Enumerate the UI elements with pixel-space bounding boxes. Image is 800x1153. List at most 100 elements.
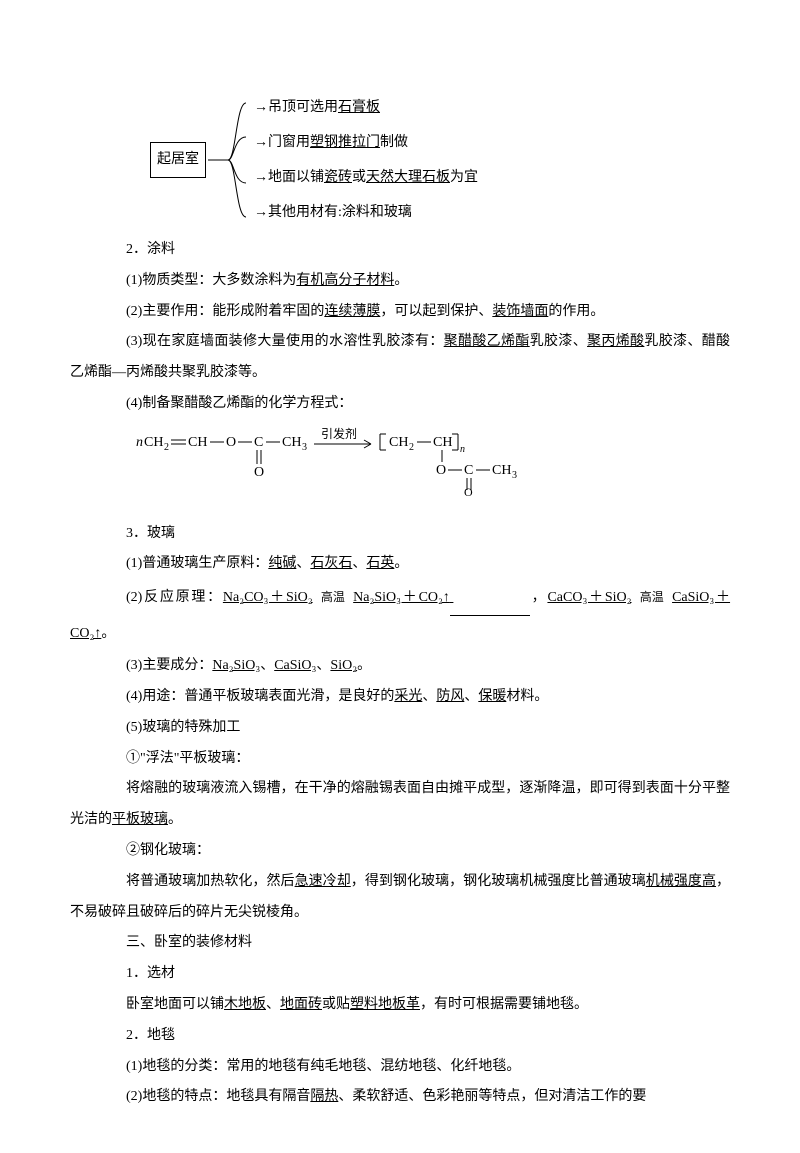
- text: ，: [530, 590, 548, 605]
- reaction-line: (2)反应原理：Na₂CO₃＋SiO₂ 高温 Na₂SiO₃＋CO₂↑ ，CaC…: [70, 580, 730, 651]
- section3-title: 3．玻璃: [98, 519, 730, 550]
- eq-sub: 3: [302, 442, 307, 453]
- underline-text: 连续薄膜: [324, 304, 380, 319]
- text: 、柔软舒适、色彩艳丽等特点，但对清洁工作的要: [338, 1089, 646, 1104]
- para: (2)地毯的特点：地毯具有隔音隔热、柔软舒适、色彩艳丽等特点，但对清洁工作的要: [98, 1082, 730, 1113]
- condition-label: 高温: [321, 590, 345, 604]
- text: (2)主要作用：能形成附着牢固的: [126, 304, 324, 319]
- chemical-equation: n CH 2 CH O C CH 3 O 引发剂 CH 2 CH n O C C…: [126, 426, 606, 496]
- para: (3)现在家庭墙面装修大量使用的水溶性乳胶漆有：聚醋酸乙烯酯乳胶漆、聚丙烯酸乳胶…: [70, 327, 730, 389]
- text: 。: [168, 812, 182, 827]
- text: 。: [357, 658, 371, 673]
- underline-text: 塑钢推拉门: [310, 135, 380, 150]
- underline-text: 急速冷却: [295, 874, 351, 889]
- underline-text: 木地板: [224, 997, 266, 1012]
- text: →地面以铺: [254, 170, 324, 185]
- eq-text: CH: [282, 435, 301, 450]
- bracket-diagram: 起居室 →吊顶可选用石膏板 →门窗用塑钢推拉门制做 →地面以铺瓷砖或天然大理石板…: [150, 95, 730, 225]
- underline-text: 塑料地板革: [350, 997, 420, 1012]
- text: →门窗用: [254, 135, 310, 150]
- condition-label: 高温: [640, 590, 664, 604]
- underline-text: 机械强度高: [646, 874, 716, 889]
- eq-text: CH: [188, 435, 207, 450]
- condition: 高温: [321, 580, 345, 615]
- text: 、: [352, 556, 366, 571]
- subheading: 1．选材: [98, 959, 730, 990]
- text: 将普通玻璃加热软化，然后: [126, 874, 295, 889]
- bracket-item: →门窗用塑钢推拉门制做: [254, 130, 478, 155]
- text: 。: [101, 626, 115, 641]
- underline-text: 平板玻璃: [112, 812, 168, 827]
- text: 、: [464, 689, 478, 704]
- para: (4)用途：普通平板玻璃表面光滑，是良好的采光、防风、保暖材料。: [98, 682, 730, 713]
- underline-text: 防风: [436, 689, 464, 704]
- underline-text: 石英: [366, 556, 394, 571]
- text: 或: [352, 170, 366, 185]
- eq-text: O: [226, 435, 236, 450]
- para: (4)制备聚醋酸乙烯酯的化学方程式：: [98, 389, 730, 420]
- text: 的作用。: [548, 304, 604, 319]
- underline-text: 瓷砖: [324, 170, 352, 185]
- text: (3)主要成分：: [126, 658, 212, 673]
- section4-title: 三、卧室的装修材料: [98, 928, 730, 959]
- text: (1)物质类型：大多数涂料为: [126, 273, 296, 288]
- para: (3)主要成分：Na₂SiO₃、CaSiO₃、SiO₂。: [98, 651, 730, 682]
- text: (2)地毯的特点：地毯具有隔音: [126, 1089, 310, 1104]
- text: 、: [422, 689, 436, 704]
- text: →其他用材有:涂料和玻璃: [254, 205, 412, 220]
- bracket-item: →地面以铺瓷砖或天然大理石板为宜: [254, 165, 478, 190]
- text: 、: [266, 997, 280, 1012]
- bracket-label: 起居室: [150, 142, 206, 179]
- text: 制做: [380, 135, 408, 150]
- para: (1)普通玻璃生产原料：纯碱、石灰石、石英。: [98, 549, 730, 580]
- text: 、: [316, 658, 330, 673]
- underline-text: 聚丙烯酸: [587, 334, 644, 349]
- underline-text: 装饰墙面: [492, 304, 548, 319]
- eq-sub: 3: [512, 470, 517, 481]
- text: 材料。: [506, 689, 548, 704]
- underline-text: 保暖: [478, 689, 506, 704]
- para: 卧室地面可以铺木地板、地面砖或贴塑料地板革，有时可根据需要铺地毯。: [98, 990, 730, 1021]
- eq-text: C: [464, 463, 473, 478]
- underline-text: 有机高分子材料: [296, 273, 394, 288]
- text: 、: [296, 556, 310, 571]
- para: (2)主要作用：能形成附着牢固的连续薄膜，可以起到保护、装饰墙面的作用。: [98, 297, 730, 328]
- text: 。: [394, 556, 408, 571]
- text: ，有时可根据需要铺地毯。: [420, 997, 588, 1012]
- underline-text: 纯碱: [268, 556, 296, 571]
- underline-text: 石膏板: [338, 100, 380, 115]
- formula: CaCO₃＋SiO₂: [547, 590, 631, 605]
- text: →吊顶可选用: [254, 100, 338, 115]
- section2-title: 2．涂料: [98, 235, 730, 266]
- eq-text: O: [254, 465, 264, 480]
- subheading: 2．地毯: [98, 1021, 730, 1052]
- eq-sub: 2: [164, 442, 169, 453]
- text: 乳胶漆、: [530, 334, 587, 349]
- underline-text: 聚醋酸乙烯酯: [444, 334, 530, 349]
- eq-text: O: [464, 485, 473, 496]
- eq-text: CH: [492, 463, 511, 478]
- eq-text: C: [254, 435, 263, 450]
- eq-sub: n: [460, 444, 465, 455]
- eq-text: CH: [144, 435, 163, 450]
- bracket-item: →吊顶可选用石膏板: [254, 95, 478, 120]
- underline-text: 采光: [394, 689, 422, 704]
- underline-text: 地面砖: [280, 997, 322, 1012]
- underline-text: 石灰石: [310, 556, 352, 571]
- formula: Na₂SiO₃: [212, 658, 260, 673]
- para: ②钢化玻璃：: [98, 836, 730, 867]
- bracket-items: →吊顶可选用石膏板 →门窗用塑钢推拉门制做 →地面以铺瓷砖或天然大理石板为宜 →…: [254, 95, 478, 225]
- text: 为宜: [450, 170, 478, 185]
- eq-n: n: [136, 435, 143, 450]
- eq-text: O: [436, 463, 446, 478]
- text: (1)普通玻璃生产原料：: [126, 556, 268, 571]
- formula: CaSiO₃: [274, 658, 316, 673]
- eq-catalyst: 引发剂: [321, 426, 357, 441]
- para: (5)玻璃的特殊加工: [98, 713, 730, 744]
- text: 卧室地面可以铺: [126, 997, 224, 1012]
- para: (1)物质类型：大多数涂料为有机高分子材料。: [98, 266, 730, 297]
- para: (1)地毯的分类：常用的地毯有纯毛地毯、混纺地毯、化纤地毯。: [98, 1052, 730, 1083]
- para: ①"浮法"平板玻璃：: [98, 744, 730, 775]
- eq-sub: 2: [409, 442, 414, 453]
- text: 。: [394, 273, 408, 288]
